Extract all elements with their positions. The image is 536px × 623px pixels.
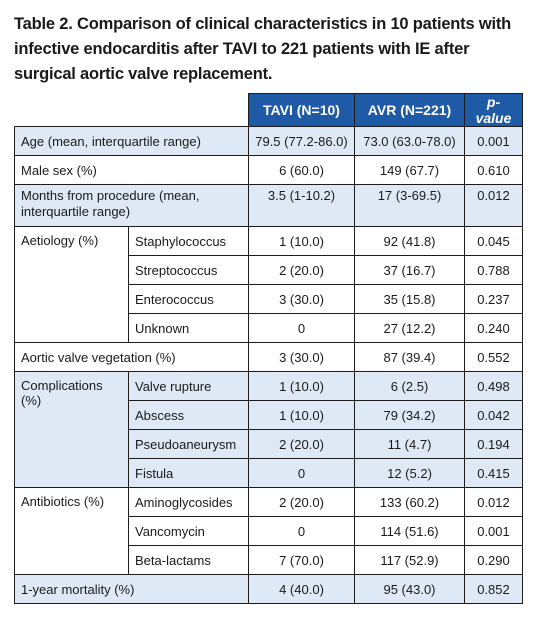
row-label: Months from procedure (mean, interquarti… — [14, 184, 249, 227]
tavi-value: 4 (40.0) — [248, 574, 355, 604]
sub-label: Staphylococcus — [128, 226, 249, 256]
p-value: 0.045 — [464, 226, 523, 256]
header-avr: AVR (N=221) — [354, 93, 465, 127]
avr-value: 117 (52.9) — [354, 545, 465, 575]
avr-value: 37 (16.7) — [354, 255, 465, 285]
avr-value: 95 (43.0) — [354, 574, 465, 604]
row-label: Age (mean, interquartile range) — [14, 126, 249, 156]
table-row-complications-1: Complications (%) Valve rupture 1 (10.0)… — [14, 371, 523, 488]
sub-label: Fistula — [128, 458, 249, 488]
avr-value: 6 (2.5) — [354, 371, 465, 401]
p-value: 0.240 — [464, 313, 523, 343]
tavi-value: 3.5 (1-10.2) — [248, 184, 355, 227]
row-label: 1-year mortality (%) — [14, 574, 249, 604]
tavi-value: 79.5 (77.2-86.0) — [248, 126, 355, 156]
avr-value: 12 (5.2) — [354, 458, 465, 488]
p-value: 0.237 — [464, 284, 523, 314]
p-value: 0.194 — [464, 429, 523, 459]
p-value: 0.012 — [464, 184, 523, 227]
sub-label: Valve rupture — [128, 371, 249, 401]
sub-label: Aminoglycosides — [128, 487, 249, 517]
tavi-value: 1 (10.0) — [248, 371, 355, 401]
avr-value: 17 (3-69.5) — [354, 184, 465, 227]
p-value: 0.498 — [464, 371, 523, 401]
header-blank-cell — [14, 93, 249, 127]
table-row-vegetation: Aortic valve vegetation (%) 3 (30.0) 87 … — [14, 342, 523, 372]
header-tavi: TAVI (N=10) — [248, 93, 355, 127]
group-label-complications: Complications (%) — [14, 371, 129, 488]
p-value: 0.852 — [464, 574, 523, 604]
p-value: 0.290 — [464, 545, 523, 575]
header-pvalue: p-value — [464, 93, 523, 127]
table-row-aetiology-3: Enterococcus 3 (30.0) 35 (15.8) 0.237 — [15, 284, 523, 314]
sub-label: Streptococcus — [128, 255, 249, 285]
p-value: 0.552 — [464, 342, 523, 372]
group-label-antibiotics: Antibiotics (%) — [14, 487, 129, 575]
table-row-aetiology-1: Aetiology (%) Staphylococcus 1 (10.0) 92… — [14, 226, 523, 343]
tavi-value: 1 (10.0) — [248, 400, 355, 430]
p-value: 0.012 — [464, 487, 523, 517]
sub-label: Unknown — [128, 313, 249, 343]
tavi-value: 1 (10.0) — [248, 226, 355, 256]
table-header-row: TAVI (N=10) AVR (N=221) p-value — [14, 93, 523, 127]
table-row-complications-4: Fistula 0 12 (5.2) 0.415 — [15, 458, 523, 488]
table-row-months: Months from procedure (mean, interquarti… — [14, 184, 523, 227]
p-value: 0.415 — [464, 458, 523, 488]
sub-label: Vancomycin — [128, 516, 249, 546]
avr-value: 133 (60.2) — [354, 487, 465, 517]
table-row-antibiotics-3: Beta-lactams 7 (70.0) 117 (52.9) 0.290 — [15, 545, 523, 575]
p-value: 0.042 — [464, 400, 523, 430]
avr-value: 11 (4.7) — [354, 429, 465, 459]
tavi-value: 0 — [248, 516, 355, 546]
avr-value: 87 (39.4) — [354, 342, 465, 372]
sub-label: Abscess — [128, 400, 249, 430]
tavi-value: 2 (20.0) — [248, 255, 355, 285]
tavi-value: 2 (20.0) — [248, 487, 355, 517]
table-caption: Table 2. Comparison of clinical characte… — [14, 15, 512, 83]
avr-value: 149 (67.7) — [354, 155, 465, 185]
avr-value: 35 (15.8) — [354, 284, 465, 314]
sub-label: Pseudoaneurysm — [128, 429, 249, 459]
tavi-value: 0 — [248, 458, 355, 488]
p-value: 0.788 — [464, 255, 523, 285]
table-row-aetiology-4: Unknown 0 27 (12.2) 0.240 — [15, 313, 523, 343]
table-row-age: Age (mean, interquartile range) 79.5 (77… — [14, 126, 523, 156]
clinical-characteristics-table: TAVI (N=10) AVR (N=221) p-value Age (mea… — [14, 93, 523, 604]
avr-value: 79 (34.2) — [354, 400, 465, 430]
table-row-mortality: 1-year mortality (%) 4 (40.0) 95 (43.0) … — [14, 574, 523, 604]
table-container: Table 2. Comparison of clinical characte… — [14, 15, 523, 604]
row-label: Male sex (%) — [14, 155, 249, 185]
p-value: 0.001 — [464, 516, 523, 546]
avr-value: 73.0 (63.0-78.0) — [354, 126, 465, 156]
tavi-value: 6 (60.0) — [248, 155, 355, 185]
avr-value: 114 (51.6) — [354, 516, 465, 546]
row-label: Aortic valve vegetation (%) — [14, 342, 249, 372]
avr-value: 27 (12.2) — [354, 313, 465, 343]
tavi-value: 0 — [248, 313, 355, 343]
tavi-value: 3 (30.0) — [248, 284, 355, 314]
tavi-value: 2 (20.0) — [248, 429, 355, 459]
table-row-antibiotics-2: Vancomycin 0 114 (51.6) 0.001 — [15, 516, 523, 546]
p-value: 0.001 — [464, 126, 523, 156]
table-row-antibiotics-1: Antibiotics (%) Aminoglycosides 2 (20.0)… — [14, 487, 523, 575]
sub-label: Enterococcus — [128, 284, 249, 314]
table-row-aetiology-2: Streptococcus 2 (20.0) 37 (16.7) 0.788 — [15, 255, 523, 285]
tavi-value: 7 (70.0) — [248, 545, 355, 575]
group-label-aetiology: Aetiology (%) — [14, 226, 129, 343]
sub-label: Beta-lactams — [128, 545, 249, 575]
avr-value: 92 (41.8) — [354, 226, 465, 256]
tavi-value: 3 (30.0) — [248, 342, 355, 372]
table-row-male-sex: Male sex (%) 6 (60.0) 149 (67.7) 0.610 — [14, 155, 523, 185]
p-value: 0.610 — [464, 155, 523, 185]
